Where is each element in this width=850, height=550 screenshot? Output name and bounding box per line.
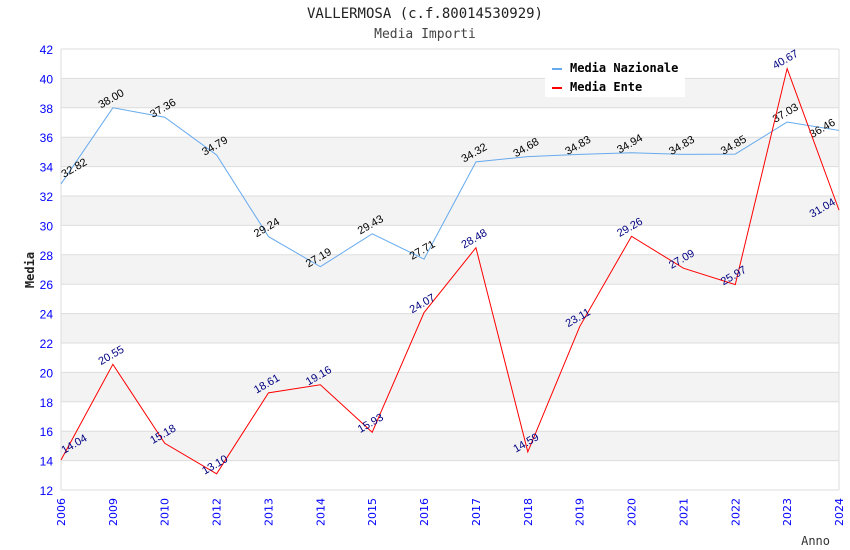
x-tick-label: 2014 <box>314 498 327 526</box>
x-tick-label: 2019 <box>574 498 587 526</box>
chart-title: VALLERMOSA (c.f.80014530929) <box>306 6 543 22</box>
y-tick-label: 42 <box>40 43 54 57</box>
y-tick-label: 36 <box>40 131 54 145</box>
x-tick-label: 2016 <box>418 498 431 526</box>
y-tick-label: 34 <box>40 161 54 175</box>
chart-subtitle: Media Importi <box>374 27 476 42</box>
y-tick-label: 30 <box>40 219 54 233</box>
grid-band <box>61 137 839 167</box>
x-tick-label: 2024 <box>833 498 846 526</box>
y-tick-label: 20 <box>40 366 54 380</box>
x-tick-label: 2022 <box>729 498 742 526</box>
y-tick-label: 26 <box>40 278 54 292</box>
data-label: 40.67 <box>771 48 801 72</box>
x-axis-label: Anno <box>801 534 830 548</box>
x-tick-label: 2015 <box>366 498 379 526</box>
data-label: 24.07 <box>408 292 438 316</box>
data-label: 28.48 <box>460 227 490 251</box>
legend-swatch <box>552 68 562 70</box>
legend-label: Media Ente <box>570 80 642 94</box>
y-tick-label: 38 <box>40 102 54 116</box>
grid-band <box>61 372 839 402</box>
x-tick-label: 2010 <box>159 498 172 526</box>
x-tick-label: 2009 <box>107 498 120 526</box>
y-tick-label: 18 <box>40 396 54 410</box>
grid-band <box>61 78 839 108</box>
y-axis-label: Media <box>23 252 37 288</box>
legend-label: Media Nazionale <box>570 61 678 75</box>
legend-box <box>545 58 685 97</box>
grid-band <box>61 431 839 461</box>
series-line <box>60 66 840 475</box>
y-tick-label: 32 <box>40 190 54 204</box>
x-tick-label: 2013 <box>262 498 275 526</box>
y-tick-label: 14 <box>40 455 54 469</box>
x-tick-label: 2021 <box>677 498 690 526</box>
x-tick-label: 2006 <box>55 498 68 526</box>
series-line <box>60 107 840 268</box>
y-tick-label: 40 <box>40 72 54 86</box>
legend: Media Nazionale Media Ente <box>545 58 685 97</box>
grid-band <box>61 254 839 285</box>
legend-swatch <box>552 87 562 89</box>
x-tick-label: 2017 <box>470 498 483 526</box>
y-tick-label: 24 <box>40 308 54 322</box>
y-tick-label: 16 <box>40 425 54 439</box>
y-tick-label: 28 <box>40 249 54 263</box>
x-tick-label: 2020 <box>626 498 639 526</box>
y-tick-label: 22 <box>40 337 54 351</box>
y-tick-label: 12 <box>40 484 54 498</box>
x-tick-label: 2023 <box>781 498 794 526</box>
data-label: 20.55 <box>96 344 126 368</box>
x-tick-label: 2012 <box>211 498 224 526</box>
grid-band <box>61 313 839 343</box>
x-tick-label: 2018 <box>522 498 535 526</box>
